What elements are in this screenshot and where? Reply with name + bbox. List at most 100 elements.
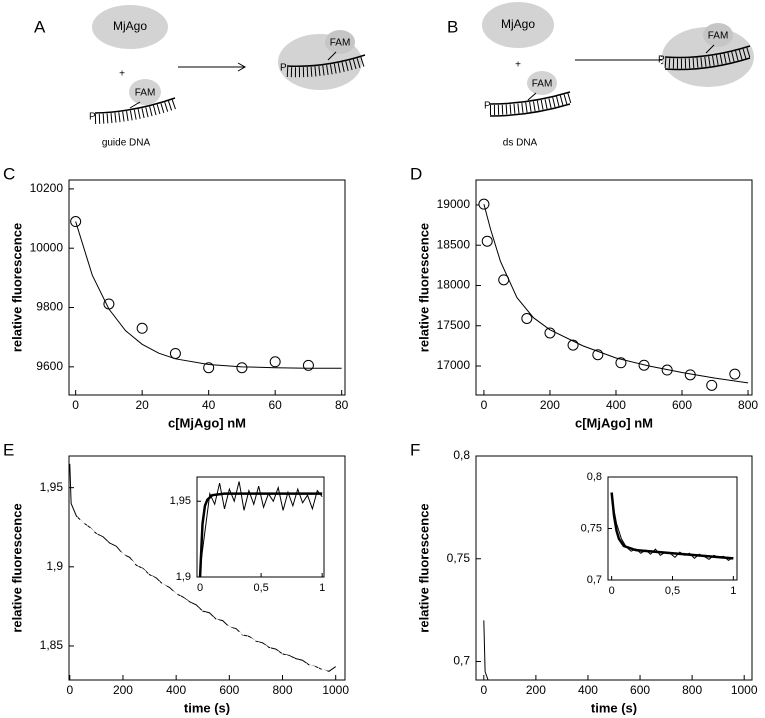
panel-label: F — [410, 440, 420, 459]
y-axis-label: relative fluorescence — [9, 223, 24, 352]
data-point — [729, 368, 741, 380]
x-axis-label: time (s) — [184, 700, 230, 715]
y-tick-label: 0,7 — [453, 654, 470, 668]
data-line — [198, 492, 323, 577]
data-line — [610, 492, 734, 560]
dna-strand — [489, 91, 571, 105]
data-point — [706, 379, 718, 391]
dna-strand — [664, 45, 751, 59]
dye-label: FAM — [532, 79, 553, 90]
protein-label: MjAgo — [113, 19, 147, 33]
dna-strand — [286, 54, 366, 68]
data-point — [269, 356, 281, 368]
x-axis-label: c[MjAgo] nM — [168, 415, 246, 430]
panel-label: B — [447, 17, 458, 36]
x-tick-label: 400 — [166, 683, 186, 697]
data-point — [302, 359, 314, 371]
protein — [662, 27, 754, 87]
plot-frame — [607, 476, 738, 581]
panel-label: E — [3, 440, 14, 459]
phosphate: P — [280, 63, 287, 74]
x-tick-label: 800 — [272, 683, 292, 697]
data-line — [199, 481, 323, 570]
data-point — [203, 362, 215, 374]
dna-strand — [664, 57, 751, 71]
dye — [325, 30, 355, 54]
dna-strand — [94, 97, 176, 114]
dye-label: FAM — [708, 31, 729, 42]
plus: + — [119, 69, 125, 80]
phosphate: P — [658, 55, 665, 66]
x-tick-label: 600 — [219, 683, 239, 697]
data-line — [69, 463, 336, 672]
linker — [527, 92, 537, 101]
y-tick-label: 0,7 — [587, 574, 602, 586]
x-tick-label: 1 — [319, 582, 325, 594]
data-point — [236, 362, 248, 374]
x-tick-label: 600 — [672, 398, 692, 412]
y-axis-label: relative fluorescence — [9, 503, 24, 632]
y-axis-label: relative fluorescence — [416, 503, 431, 632]
panel-label: C — [3, 164, 15, 183]
y-tick-label: 19000 — [437, 197, 471, 211]
dye — [527, 71, 557, 95]
x-tick-label: 0 — [66, 683, 73, 697]
y-tick-label: 17500 — [437, 318, 471, 332]
dna-strand — [489, 103, 571, 117]
dna-bases — [664, 47, 752, 69]
y-tick-label: 17000 — [437, 358, 471, 372]
y-tick-label: 0,75 — [447, 551, 471, 565]
diagram-b: B MjAgo + FAM P ds DNA FAM P — [447, 2, 754, 149]
fit-line — [69, 510, 336, 676]
y-tick-label: 1,9 — [176, 571, 191, 583]
x-tick-label: 60 — [268, 398, 282, 412]
x-tick-label: 1000 — [731, 683, 758, 697]
diagram-a: A MjAgo + FAM P guide DNA FAM P — [34, 5, 367, 149]
caption: guide DNA — [102, 138, 151, 149]
x-tick-label: 400 — [578, 683, 598, 697]
data-line — [75, 221, 342, 369]
data-point — [136, 322, 148, 334]
data-point — [481, 235, 493, 247]
y-tick-label: 1,95 — [40, 480, 64, 494]
y-tick-label: 18000 — [437, 278, 471, 292]
y-tick-label: 9800 — [36, 300, 63, 314]
phosphate: P — [89, 112, 96, 123]
y-tick-label: 0,8 — [587, 471, 602, 483]
x-tick-label: 800 — [682, 683, 702, 697]
x-tick-label: 0 — [480, 683, 487, 697]
series-group — [478, 198, 749, 391]
x-tick-label: 200 — [113, 683, 133, 697]
protein-label: MjAgo — [501, 17, 535, 31]
inset-chart: 0 0,5 1 0,7 0,75 0,8 — [581, 471, 738, 597]
y-tick-label: 18500 — [437, 237, 471, 251]
arrow-head — [237, 62, 247, 72]
x-tick-label: 0,5 — [665, 585, 680, 597]
y-tick-label: 10200 — [30, 181, 64, 195]
chart: 0 200 400 600 800 17000 17500 18000 18500 19000 Dc… — [410, 164, 758, 430]
dna-bases — [94, 99, 177, 124]
x-tick-label: 0 — [609, 585, 615, 597]
protein — [92, 5, 168, 49]
linker — [129, 101, 141, 109]
y-tick-label: 0,8 — [453, 448, 470, 462]
panel-label: D — [410, 164, 422, 183]
x-axis-label: time (s) — [591, 700, 637, 715]
x-tick-label: 40 — [202, 398, 216, 412]
data-line — [483, 204, 749, 384]
x-tick-label: 400 — [606, 398, 626, 412]
dye — [129, 79, 161, 105]
linker — [705, 44, 715, 54]
x-tick-label: 1 — [730, 585, 736, 597]
x-tick-label: 20 — [135, 398, 149, 412]
y-tick-label: 1,95 — [170, 495, 191, 507]
fit-line — [484, 686, 744, 697]
y-tick-label: 9600 — [36, 359, 63, 373]
y-tick-label: 10000 — [30, 240, 64, 254]
caption: ds DNA — [503, 138, 538, 149]
x-tick-label: 1000 — [322, 683, 349, 697]
x-tick-label: 200 — [526, 683, 546, 697]
series-group — [70, 216, 342, 374]
inset-chart: 0 0,5 1 1,9 1,95 — [170, 476, 325, 594]
